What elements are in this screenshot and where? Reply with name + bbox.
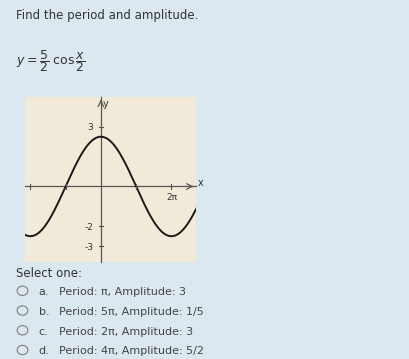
Text: y: y (103, 99, 109, 109)
Text: c.: c. (39, 327, 49, 337)
Text: Find the period and amplitude.: Find the period and amplitude. (16, 9, 199, 22)
Text: Period: 5π, Amplitude: 1/5: Period: 5π, Amplitude: 1/5 (59, 307, 204, 317)
Text: x: x (198, 178, 203, 188)
Text: a.: a. (39, 287, 49, 297)
Text: Period: π, Amplitude: 3: Period: π, Amplitude: 3 (59, 287, 187, 297)
Text: Select one:: Select one: (16, 267, 82, 280)
Text: Period: 2π, Amplitude: 3: Period: 2π, Amplitude: 3 (59, 327, 193, 337)
Text: b.: b. (39, 307, 49, 317)
Text: d.: d. (39, 346, 49, 356)
Text: Period: 4π, Amplitude: 5/2: Period: 4π, Amplitude: 5/2 (59, 346, 204, 356)
Text: $y = \dfrac{5}{2}\ \cos\dfrac{x}{2}$: $y = \dfrac{5}{2}\ \cos\dfrac{x}{2}$ (16, 48, 86, 74)
